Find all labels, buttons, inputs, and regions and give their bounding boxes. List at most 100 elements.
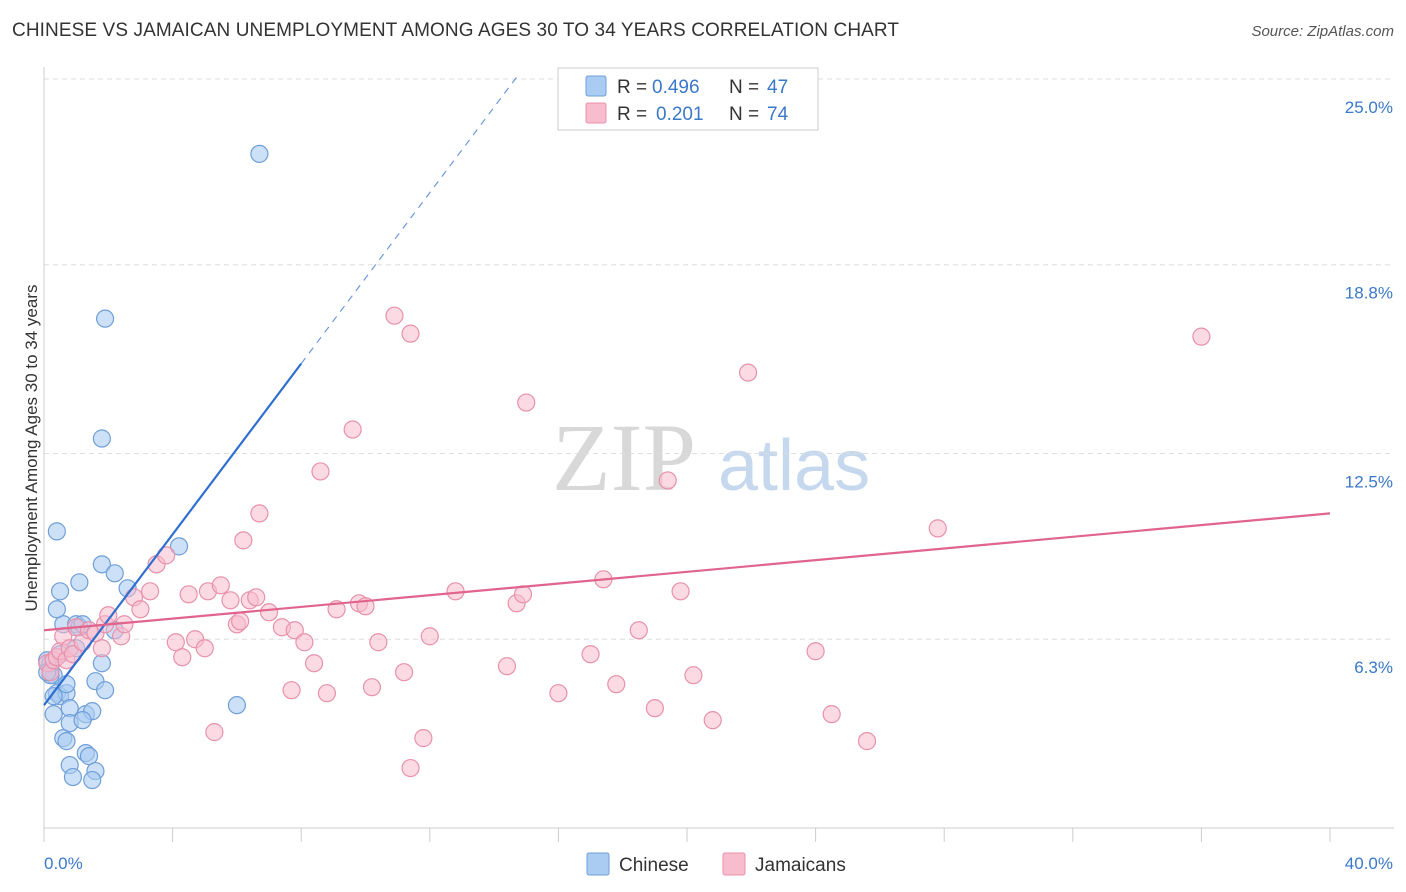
chinese-trend-extension (300, 72, 521, 364)
jamaican-point (928, 519, 947, 538)
jamaican-point (857, 732, 877, 751)
jamaican-point (401, 324, 420, 343)
chinese-point (50, 582, 70, 601)
jamaican-point (285, 621, 304, 640)
jamaican-point (343, 420, 362, 439)
chinese-points (38, 144, 269, 790)
legend-jamaican-r-label: R = (617, 104, 647, 125)
jamaican-point (414, 729, 433, 748)
chart-title: CHINESE VS JAMAICAN UNEMPLOYMENT AMONG A… (12, 20, 900, 41)
legend-jamaican-n-label: N = (729, 104, 759, 125)
legend-chinese-r-value: 0.496 (652, 77, 700, 98)
chinese-point (250, 144, 269, 163)
x-tick-labels: 0.0% 40.0% (44, 854, 1393, 873)
jamaican-point (221, 591, 240, 610)
chinese-point (44, 705, 63, 724)
jamaican-point (517, 393, 536, 412)
jamaican-point (607, 675, 626, 694)
jamaican-point (304, 654, 324, 673)
jamaican-point (140, 582, 160, 601)
jamaican-point (401, 758, 420, 778)
chinese-point (73, 711, 92, 730)
jamaican-point (166, 633, 185, 652)
jamaican-point (234, 531, 253, 550)
legend-chinese-n-value: 47 (767, 77, 788, 98)
jamaican-point (282, 681, 301, 700)
jamaican-point (684, 666, 703, 685)
legend-swatch-chinese (585, 75, 607, 97)
legend-chinese-r-label: R = (617, 77, 647, 98)
chinese-point (105, 564, 124, 583)
source-label: Source: ZipAtlas.com (1251, 23, 1394, 40)
gridlines (44, 78, 1394, 640)
jamaican-point (658, 471, 677, 490)
bottom-legend: Chinese Jamaicans (586, 852, 846, 876)
watermark-zip: ZIP (552, 404, 696, 511)
legend-swatch-jamaican (585, 102, 607, 124)
legend-chinese-n-label: N = (729, 77, 759, 98)
trend-lines (43, 72, 1331, 706)
bottom-legend-jamaicans: Jamaicans (755, 855, 846, 876)
jamaican-point (549, 684, 568, 703)
jamaican-point (92, 639, 111, 658)
jamaican-point (420, 627, 439, 646)
jamaican-point (1192, 327, 1211, 346)
watermark-atlas: atlas (718, 426, 870, 506)
chinese-point (47, 522, 66, 541)
jamaican-point (394, 663, 414, 682)
chinese-point (95, 309, 115, 328)
jamaican-point (317, 684, 337, 703)
bottom-legend-swatch-jamaican (722, 852, 746, 876)
jamaican-point (703, 711, 722, 730)
jamaican-point (259, 603, 279, 622)
y-tick-labels: 6.3% 12.5% 18.8% 25.0% (1345, 98, 1393, 677)
jamaican-point (806, 642, 825, 661)
chinese-point (92, 429, 111, 448)
axes (43, 67, 1394, 842)
chinese-point (227, 696, 246, 715)
jamaican-point (211, 576, 230, 595)
chinese-point (63, 767, 83, 787)
chinese-trend-line (43, 362, 303, 706)
bottom-legend-chinese: Chinese (619, 855, 689, 876)
jamaican-point (179, 585, 198, 604)
y-axis-label: Unemployment Among Ages 30 to 34 years (22, 285, 41, 612)
jamaican-point (738, 363, 758, 382)
jamaican-point (295, 633, 314, 652)
jamaican-point (247, 588, 266, 607)
jamaican-point (581, 645, 600, 664)
jamaican-point (362, 678, 382, 697)
chinese-point (95, 681, 115, 700)
chinese-point (57, 732, 76, 751)
jamaican-point (250, 504, 269, 523)
chinese-point (169, 537, 189, 556)
jamaican-point (671, 582, 690, 601)
x-tick-label-max: 40.0% (1345, 854, 1393, 873)
y-tick-label: 6.3% (1354, 658, 1393, 677)
chinese-point (70, 573, 89, 592)
jamaican-point (497, 657, 517, 676)
jamaican-point (822, 705, 841, 724)
jamaican-point (629, 621, 648, 640)
jamaican-point (231, 612, 250, 631)
chinese-point (79, 746, 99, 766)
jamaican-point (195, 639, 214, 658)
x-tick-label-min: 0.0% (44, 854, 83, 873)
chinese-point (92, 555, 111, 574)
y-tick-label: 18.8% (1345, 284, 1393, 303)
jamaican-point (645, 699, 664, 718)
bottom-legend-swatch-chinese (586, 852, 610, 876)
jamaican-point (205, 723, 224, 742)
legend-jamaican-r-value: 0.201 (656, 104, 704, 125)
legend-box: R = 0.496 N = 47 R = 0.201 N = 74 (557, 67, 819, 131)
legend-jamaican-n-value: 74 (767, 104, 789, 125)
jamaican-point (173, 648, 192, 667)
jamaican-point (385, 306, 404, 325)
y-tick-label: 12.5% (1345, 472, 1393, 491)
jamaican-point (369, 633, 388, 652)
jamaican-point (311, 462, 330, 481)
jamaican-trend-line (43, 512, 1331, 632)
chinese-point (83, 770, 102, 790)
chinese-point (47, 600, 66, 619)
